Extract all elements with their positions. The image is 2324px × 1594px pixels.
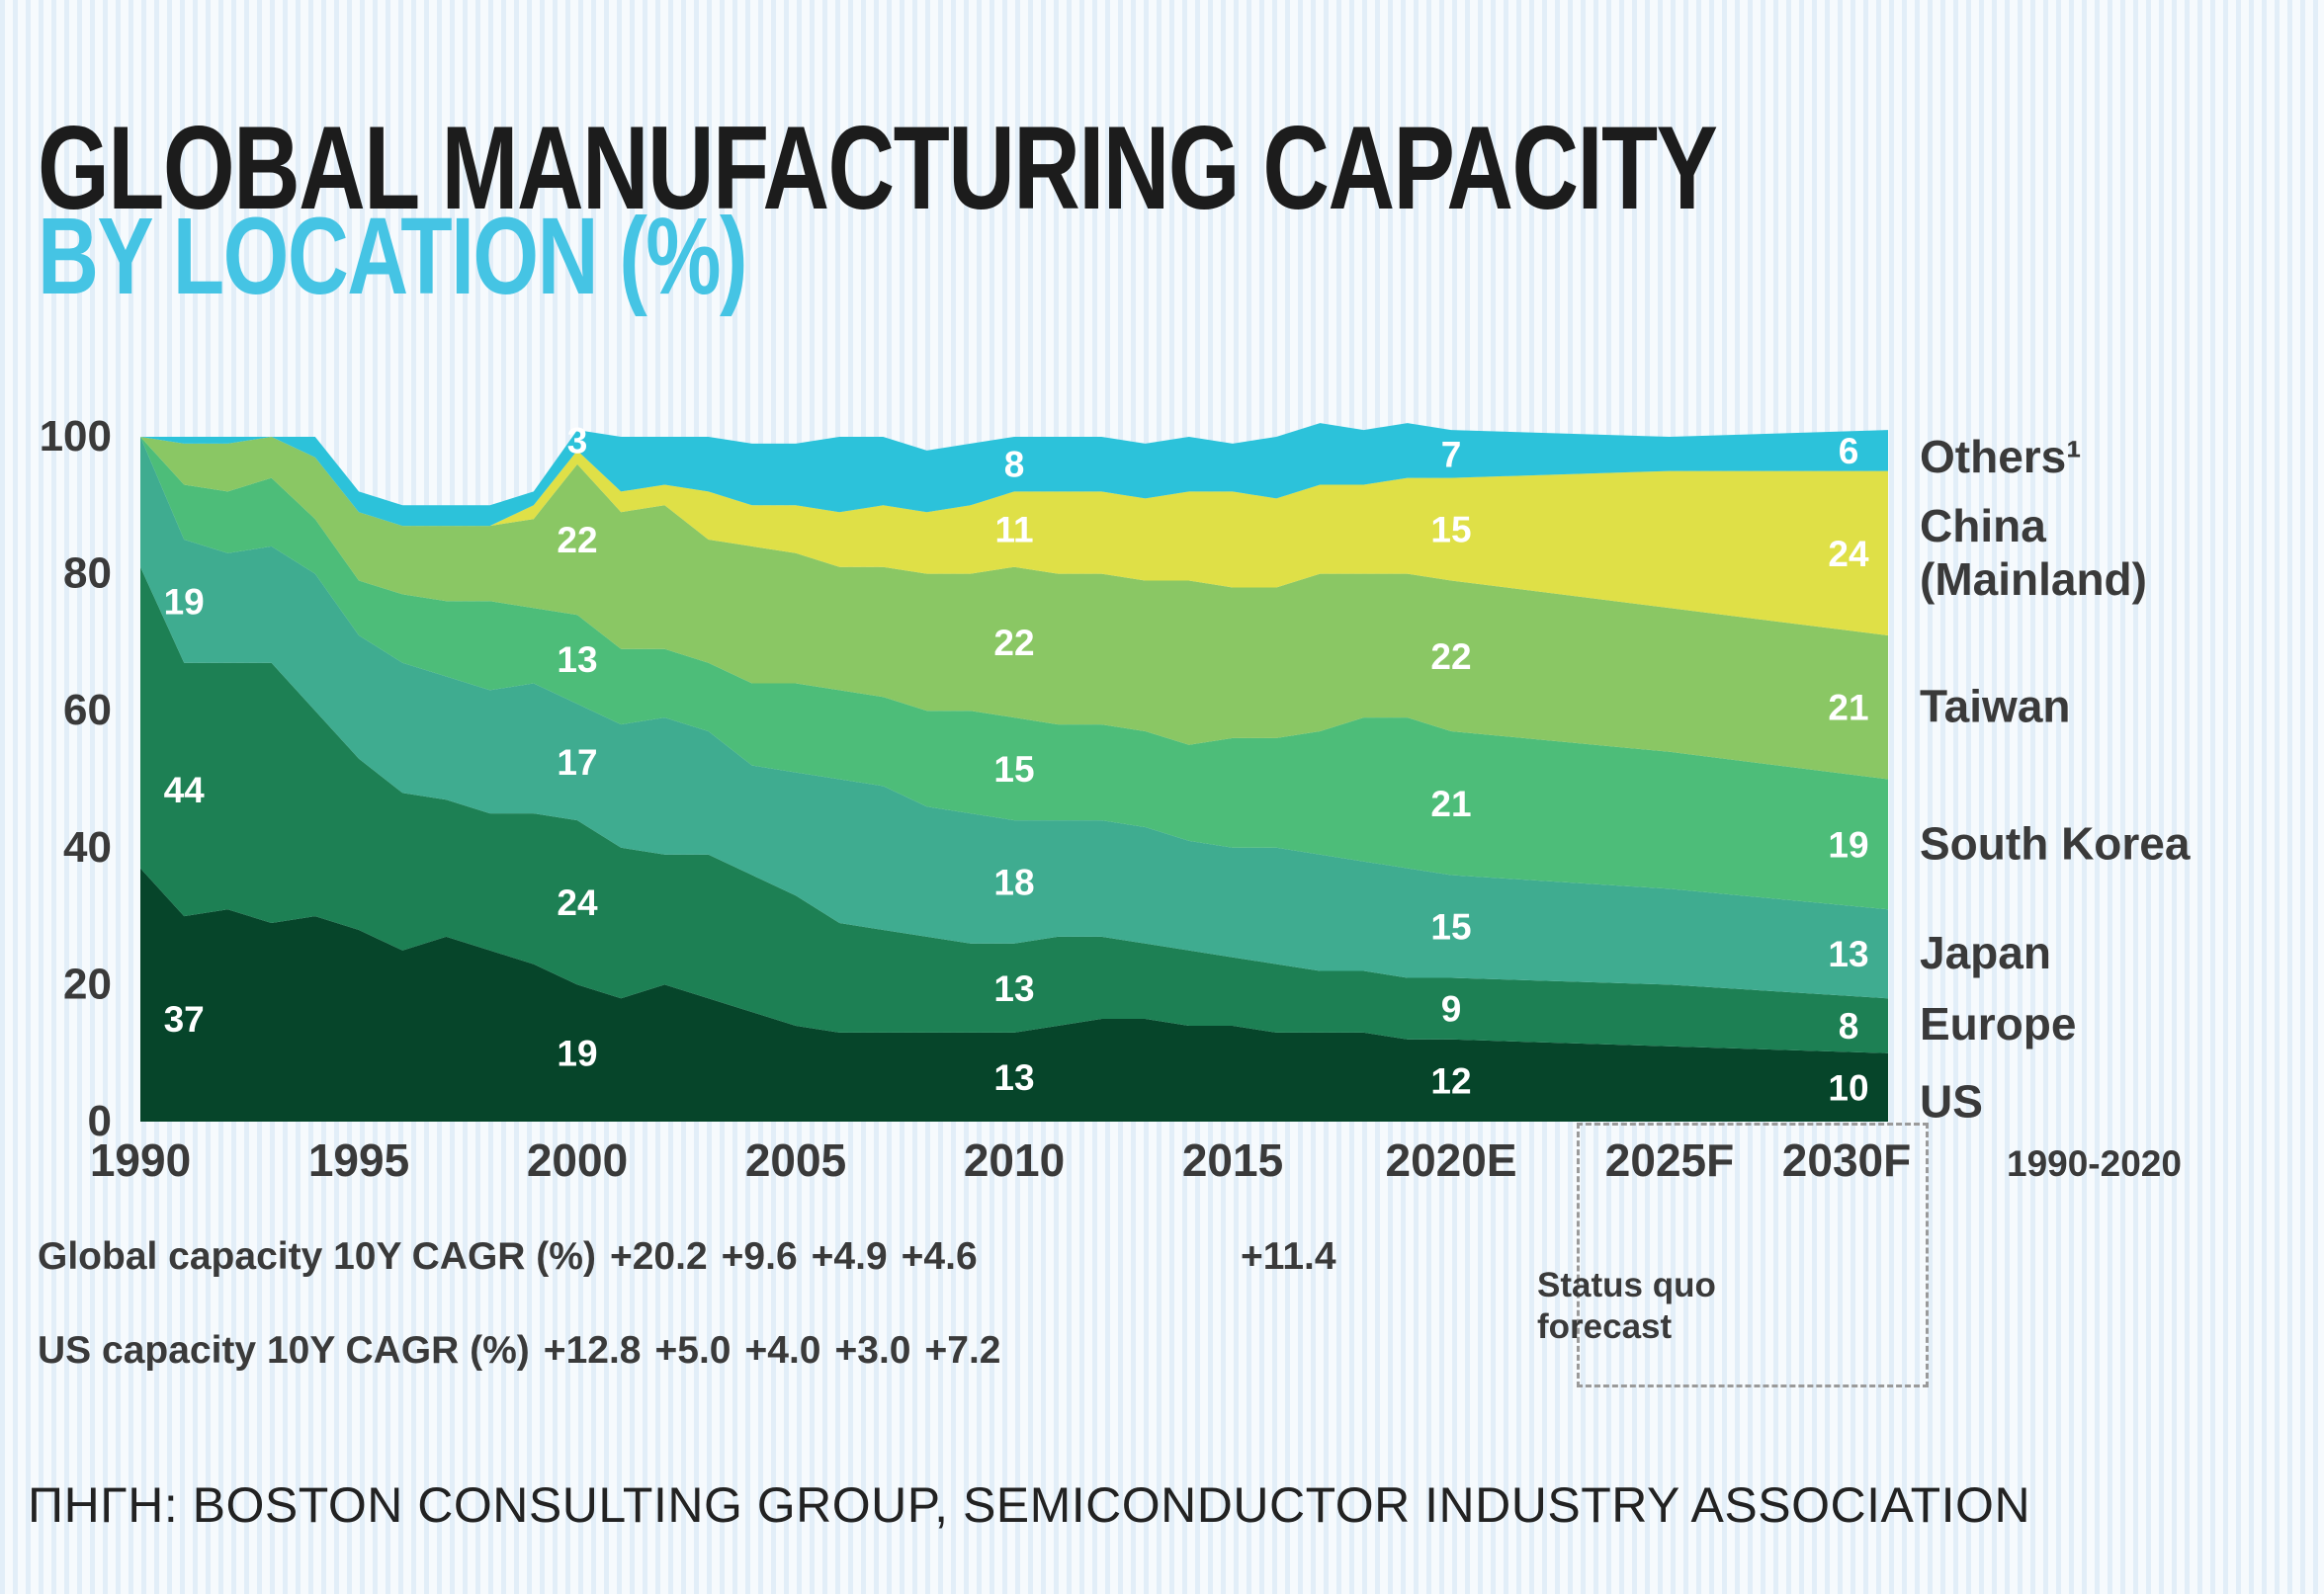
data-label: 22 <box>1430 636 1471 677</box>
area-layers <box>140 423 1888 1122</box>
data-label: 24 <box>1828 534 1869 574</box>
x-tick-label: 2005 <box>745 1134 846 1186</box>
area-japan <box>140 437 1888 999</box>
data-label: 15 <box>1430 510 1471 550</box>
y-tick-label: 40 <box>63 823 112 872</box>
y-tick-label: 0 <box>88 1097 112 1145</box>
legend: Others¹ China (Mainland) Taiwan South Korea J… <box>1920 431 2191 1127</box>
legend-item: Japan <box>1920 927 2051 978</box>
x-tick-label: 2000 <box>527 1134 628 1186</box>
legend-item: Others¹ <box>1920 431 2082 482</box>
x-tick-label: 2025F <box>1605 1134 1734 1186</box>
data-label: 21 <box>1430 784 1471 824</box>
x-tick-label: 2030F <box>1782 1134 1911 1186</box>
forecast-region-box <box>1577 1123 1929 1387</box>
data-label: 13 <box>993 1057 1034 1098</box>
data-label: 9 <box>1441 989 1462 1030</box>
y-axis: 0 20 40 60 80 100 <box>40 412 112 1145</box>
data-label: 8 <box>1839 1006 1859 1047</box>
data-label: 3 <box>567 421 588 461</box>
data-label: 13 <box>993 968 1034 1009</box>
us-cagr-value: +5.0 <box>654 1329 732 1372</box>
data-label: 24 <box>557 882 598 923</box>
period-label: 1990-2020 <box>2007 1143 2182 1184</box>
data-label: 12 <box>1430 1060 1471 1101</box>
legend-item: South Korea <box>1920 817 2191 869</box>
area-china-mainland <box>140 437 1888 635</box>
legend-item: Taiwan <box>1920 681 2071 732</box>
global-cagr-value: +4.9 <box>811 1235 888 1278</box>
chart-title: GLOBAL MANUFACTURING CAPACITY <box>38 102 1718 234</box>
data-label: 8 <box>1004 445 1025 485</box>
chart-subtitle: BY LOCATION (%) <box>38 196 748 317</box>
global-cagr-value-1990-2020: +11.4 <box>1241 1235 1336 1278</box>
data-label: 19 <box>557 1034 597 1074</box>
data-label: 10 <box>1828 1067 1868 1108</box>
source-note: ΠΗΓΗ: BOSTON CONSULTING GROUP, SEMICONDU… <box>28 1477 2031 1533</box>
data-label: 22 <box>993 623 1034 663</box>
x-tick-label: 1995 <box>308 1134 409 1186</box>
data-label: 37 <box>164 999 205 1040</box>
global-cagr-label: Global capacity 10Y CAGR (%) <box>38 1235 596 1278</box>
area-europe <box>140 566 1888 1053</box>
data-label: 15 <box>993 749 1034 790</box>
status-quo-forecast-label: Status quo forecast <box>1537 1266 1716 1346</box>
y-tick-label: 60 <box>63 686 112 734</box>
data-label: 6 <box>1839 431 1859 471</box>
data-label: 19 <box>164 581 205 622</box>
area-south-korea <box>140 437 1888 910</box>
legend-item: US <box>1920 1075 1983 1127</box>
data-label: 19 <box>1828 824 1868 865</box>
global-cagr-value: +9.6 <box>721 1235 798 1278</box>
data-label: 11 <box>994 510 1033 550</box>
x-tick-label: 2020E <box>1385 1134 1516 1186</box>
data-label: 22 <box>557 520 597 560</box>
global-cagr-value: +20.2 <box>609 1235 708 1278</box>
x-tick-label: 2010 <box>964 1134 1065 1186</box>
legend-item: China (Mainland) <box>1920 500 2147 605</box>
data-label: 13 <box>1828 934 1868 974</box>
us-cagr-value: +7.2 <box>924 1329 1001 1372</box>
legend-item: Europe <box>1920 998 2076 1049</box>
data-label: 17 <box>557 742 597 783</box>
data-label: 15 <box>1430 907 1471 948</box>
x-tick-label: 2015 <box>1182 1134 1283 1186</box>
data-label: 18 <box>993 863 1034 903</box>
y-tick-label: 20 <box>63 960 112 1008</box>
us-cagr-row: US capacity 10Y CAGR (%) +12.8 +5.0 +4.0 +3.… <box>38 1329 1000 1373</box>
us-cagr-label: US capacity 10Y CAGR (%) <box>38 1329 530 1372</box>
y-tick-label: 80 <box>63 549 112 598</box>
area-taiwan <box>140 437 1888 780</box>
us-cagr-value: +4.0 <box>744 1329 821 1372</box>
x-tick-label: 1990 <box>90 1134 191 1186</box>
global-cagr-value: +4.6 <box>901 1235 978 1278</box>
data-label: 13 <box>557 639 597 680</box>
data-label: 21 <box>1828 688 1868 728</box>
us-cagr-value: +3.0 <box>834 1329 911 1372</box>
y-tick-label: 100 <box>40 412 112 461</box>
us-cagr-value: +12.8 <box>543 1329 642 1372</box>
area-others <box>140 423 1888 527</box>
x-axis: 1990 1995 2000 2005 2010 2015 2020E 2025F 2030F <box>90 1134 1911 1186</box>
data-label: 44 <box>164 770 206 810</box>
data-label: 7 <box>1441 434 1462 474</box>
area-us <box>140 868 1888 1122</box>
global-cagr-row: Global capacity 10Y CAGR (%) +20.2 +9.6 +4.… <box>38 1235 978 1279</box>
